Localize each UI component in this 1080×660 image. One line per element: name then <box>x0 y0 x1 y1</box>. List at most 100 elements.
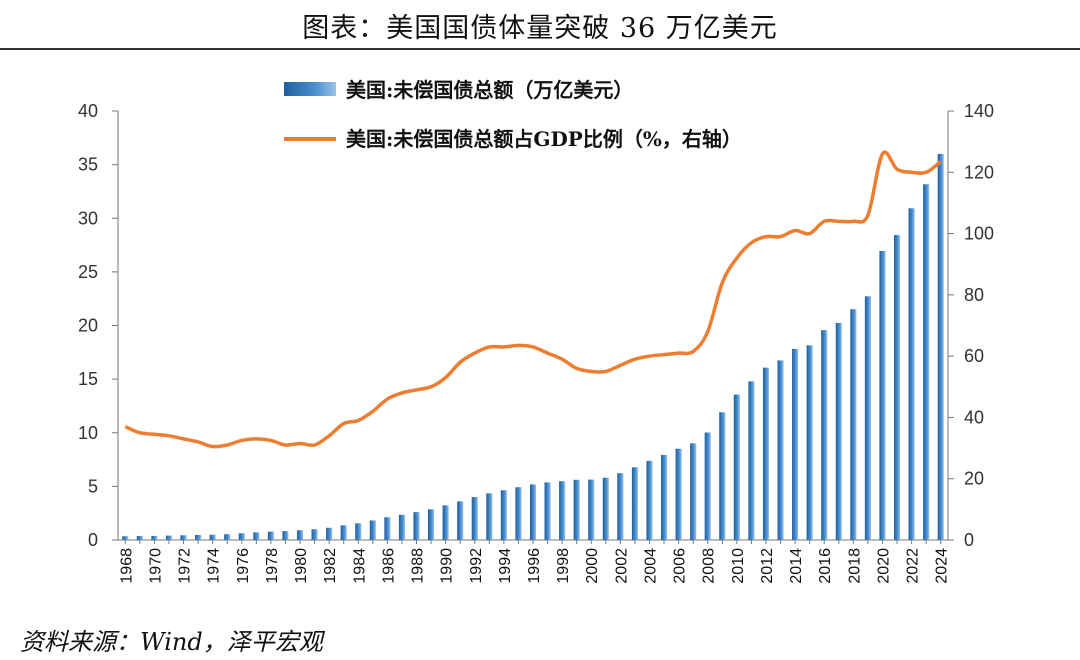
bar <box>442 505 449 540</box>
bar <box>180 535 187 540</box>
bar <box>311 529 318 540</box>
bar <box>675 448 682 540</box>
legend-line-label: 美国:未偿国债总额占GDP比例（%，右轴） <box>346 127 742 151</box>
left-tick-label: 15 <box>78 369 98 389</box>
axes: 0 5 10 15 20 25 30 35 40 0 20 40 60 80 100 120 140 1968 19… <box>78 101 994 584</box>
bar <box>777 360 784 540</box>
x-tick-label: 2016 <box>817 548 834 584</box>
x-tick-label: 2008 <box>701 548 718 584</box>
bar <box>282 531 289 540</box>
bar <box>413 512 420 540</box>
x-tick-label: 1976 <box>235 548 252 584</box>
bar <box>835 322 842 540</box>
x-tick-label: 1984 <box>351 548 368 584</box>
bar <box>879 250 886 540</box>
bar <box>733 394 740 540</box>
bar <box>660 454 668 540</box>
left-tick-label: 10 <box>78 423 98 443</box>
bar <box>340 525 347 540</box>
bar <box>122 536 129 540</box>
bar <box>893 235 901 540</box>
bar <box>195 534 202 540</box>
bar <box>515 487 522 540</box>
bar <box>369 520 376 540</box>
right-tick-label: 20 <box>964 469 984 489</box>
bar <box>704 432 711 540</box>
right-tick-label: 140 <box>964 101 994 121</box>
bar <box>864 296 871 540</box>
x-tick-label: 2002 <box>613 548 630 584</box>
bar <box>806 345 813 540</box>
bar <box>617 473 624 540</box>
x-tick-label: 1972 <box>177 548 194 584</box>
bar <box>326 527 333 540</box>
bar <box>500 490 507 540</box>
debt-gdp-line <box>124 150 942 449</box>
x-tick-label: 2012 <box>759 548 776 584</box>
bar <box>690 443 697 540</box>
bar <box>544 482 551 540</box>
bar-series <box>122 153 944 540</box>
x-tick-label: 2010 <box>730 548 747 584</box>
legend-bar-label: 美国:未偿国债总额（万亿美元） <box>346 78 633 102</box>
x-tick-label: 2022 <box>905 548 922 584</box>
x-tick-label: 1996 <box>526 548 543 584</box>
bar <box>296 530 304 540</box>
x-tick-label: 1968 <box>118 548 135 584</box>
left-tick-label: 20 <box>78 316 98 336</box>
chart-title: 图表：美国国债体量突破 36 万亿美元 <box>302 13 778 44</box>
x-tick-label: 1982 <box>322 548 339 584</box>
x-tick-label: 2006 <box>672 548 689 584</box>
bar <box>588 479 595 540</box>
bar <box>792 348 799 540</box>
left-tick-label: 40 <box>78 101 98 121</box>
bar <box>631 467 638 540</box>
bar <box>573 479 580 540</box>
legend: 美国:未偿国债总额（万亿美元） 美国:未偿国债总额占GDP比例（%，右轴） <box>284 78 742 151</box>
bar <box>821 330 828 540</box>
x-tick-label: 1988 <box>410 548 427 584</box>
x-tick-label: 1992 <box>468 548 485 584</box>
bar <box>398 514 406 540</box>
x-tick-label: 2004 <box>642 548 659 584</box>
bar <box>937 153 944 540</box>
x-tick-label: 2000 <box>584 548 601 584</box>
bar <box>253 532 260 540</box>
bar <box>355 523 362 540</box>
x-tick-label: 2024 <box>934 548 951 584</box>
right-tick-label: 0 <box>964 530 974 550</box>
x-tick-label: 1994 <box>497 548 514 584</box>
bar <box>646 460 653 540</box>
bar <box>136 536 143 540</box>
bar <box>908 208 915 540</box>
bar <box>471 497 478 540</box>
left-tick-label: 5 <box>88 476 98 496</box>
right-tick-label: 100 <box>964 224 994 244</box>
right-tick-label: 60 <box>964 346 984 366</box>
bar <box>762 367 770 540</box>
bar <box>719 412 726 540</box>
bar <box>151 535 158 540</box>
bar <box>238 533 245 540</box>
right-tick-label: 40 <box>964 407 984 427</box>
bar <box>602 477 609 540</box>
bar <box>165 535 173 540</box>
x-tick-label: 1990 <box>439 548 456 584</box>
bar <box>457 501 464 540</box>
bar <box>923 184 930 540</box>
x-tick-label: 2014 <box>788 548 805 584</box>
source-note: 资料来源：Wind，泽平宏观 <box>20 628 323 656</box>
bar <box>209 534 216 540</box>
left-tick-label: 35 <box>78 155 98 175</box>
x-tick-label: 1978 <box>264 548 281 584</box>
left-tick-label: 0 <box>88 530 98 550</box>
x-tick-label: 2018 <box>846 548 863 584</box>
right-tick-label: 80 <box>964 285 984 305</box>
x-tick-label: 1970 <box>147 548 164 584</box>
bar <box>267 531 274 540</box>
x-tick-label: 2020 <box>875 548 892 584</box>
left-tick-label: 25 <box>78 262 98 282</box>
x-tick-label: 1974 <box>206 548 223 584</box>
bar <box>748 381 755 540</box>
bar <box>224 534 231 540</box>
